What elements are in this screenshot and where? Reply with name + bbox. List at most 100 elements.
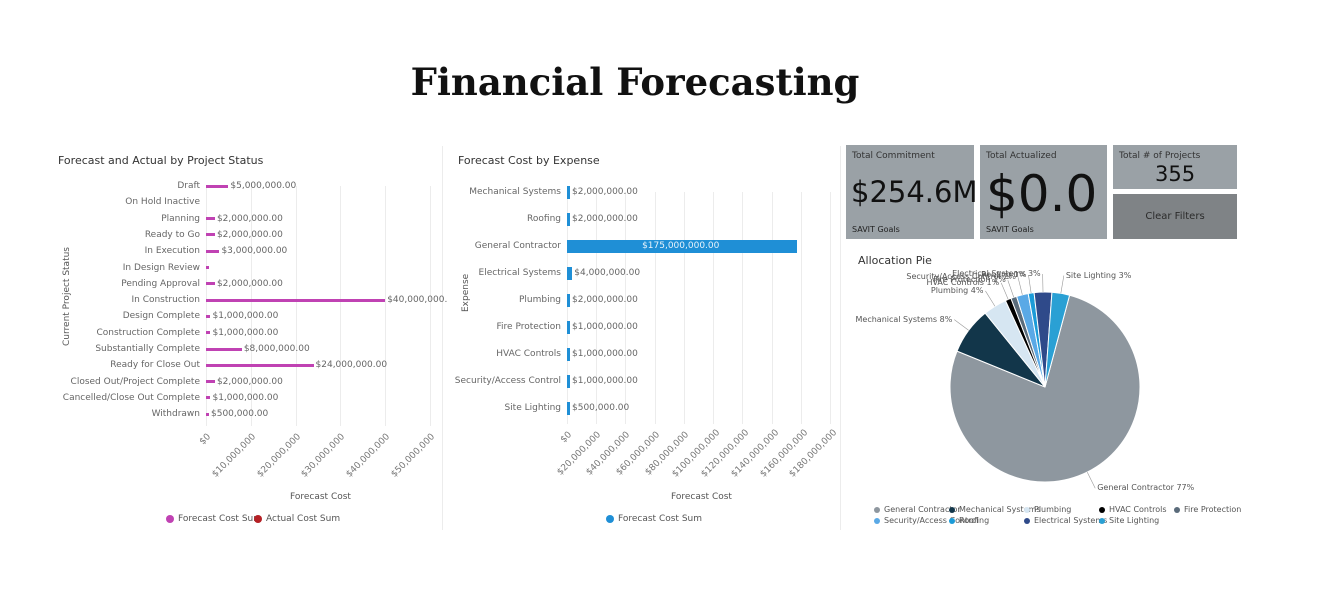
legend-item-forecast[interactable]: Forecast Cost Sum <box>606 514 702 524</box>
bar-forecast[interactable] <box>206 331 211 335</box>
category-label: Pending Approval <box>121 278 200 289</box>
data-label: $500,000.00 <box>211 409 269 420</box>
data-label: $1,000,000.00 <box>572 349 638 359</box>
pie-leader-line <box>1000 282 1009 300</box>
gridline <box>683 192 685 424</box>
legend-label: Actual Cost Sum <box>266 514 341 524</box>
bar-forecast[interactable] <box>567 212 570 226</box>
pie-slice-label: General Contractor 77% <box>1097 483 1195 493</box>
legend-item[interactable]: Plumbing <box>1024 505 1071 514</box>
bar-forecast[interactable] <box>567 347 570 361</box>
gridline <box>625 192 627 424</box>
kpi-sub: SAVIT Goals <box>852 225 900 234</box>
pie-leader-line <box>1017 277 1023 295</box>
legend-label: Security/Access Control <box>884 516 979 525</box>
bar-forecast[interactable] <box>206 347 242 351</box>
bar-forecast[interactable] <box>206 282 215 286</box>
bar-forecast[interactable] <box>206 380 215 384</box>
bar-forecast[interactable] <box>206 266 209 269</box>
gridline <box>596 192 598 424</box>
pie-slice-label: Electrical Systems 3% <box>952 269 1041 279</box>
bar-forecast[interactable] <box>206 233 215 237</box>
bar-forecast[interactable] <box>567 401 570 415</box>
legend-marker <box>1099 506 1105 513</box>
data-label: $2,000,000.00 <box>216 376 283 387</box>
category-label: HVAC Controls <box>496 349 561 359</box>
chart-title: Forecast Cost by Expense <box>458 154 600 167</box>
bar-forecast[interactable] <box>567 239 798 253</box>
legend-marker <box>606 514 614 523</box>
bar-forecast[interactable] <box>206 249 220 253</box>
data-label: $1,000,000.00 <box>212 311 279 322</box>
bar-forecast[interactable] <box>206 298 386 302</box>
category-label: Ready to Go <box>144 229 200 240</box>
category-label: Cancelled/Close Out Complete <box>62 392 200 403</box>
data-label: $2,000,000.00 <box>572 295 638 305</box>
bar-forecast[interactable] <box>567 266 573 280</box>
legend-marker <box>949 506 955 513</box>
legend-item[interactable]: HVAC Controls <box>1099 505 1167 514</box>
pie-slice-label: Fire Protection 1% <box>933 275 1006 285</box>
data-label: $2,000,000.00 <box>572 187 638 197</box>
kpi-total-commitment: Total Commitment $254.6M SAVIT Goals <box>846 145 978 239</box>
legend-item[interactable]: Site Lighting <box>1099 516 1159 525</box>
bar-forecast[interactable] <box>206 184 229 188</box>
data-label: $8,000,000.00 <box>243 344 310 354</box>
kpi-label: Total # of Projects <box>1119 151 1201 161</box>
category-label: Mechanical Systems <box>469 187 561 197</box>
y-axis-title: Current Project Status <box>62 247 72 346</box>
legend-marker <box>874 517 880 524</box>
bar-forecast[interactable] <box>206 314 211 318</box>
category-label: Closed Out/Project Complete <box>70 376 200 387</box>
bar-forecast[interactable] <box>567 320 570 334</box>
legend-marker <box>254 514 262 523</box>
bar-forecast[interactable] <box>206 396 211 400</box>
legend-item-actual[interactable]: Actual Cost Sum <box>254 514 340 524</box>
pie-slice-label: Mechanical Systems 8% <box>855 314 953 324</box>
category-label: Withdrawn <box>151 409 200 420</box>
legend-item[interactable]: Fire Protection <box>1174 505 1241 514</box>
allocation-pie-chart: Allocation Pie General Contractor 77% Mec… <box>846 246 1241 530</box>
x-tick-label: $40,000,000 <box>344 432 393 480</box>
bar-forecast[interactable] <box>567 374 570 388</box>
legend-item[interactable]: Mechanical Systems <box>949 505 1041 514</box>
x-tick-label: $0 <box>197 432 214 448</box>
legend-label: Mechanical Systems <box>959 505 1041 514</box>
legend-item[interactable]: Security/Access Control <box>874 516 978 525</box>
legend-item[interactable]: Roofing <box>949 516 989 525</box>
gridline <box>206 186 207 426</box>
legend-marker <box>1174 506 1180 513</box>
legend-label: Forecast Cost Sum <box>618 514 702 524</box>
category-label: In Execution <box>144 246 200 257</box>
data-label: $2,000,000.00 <box>216 213 283 224</box>
gridline <box>800 192 802 424</box>
category-label: Design Complete <box>122 311 200 322</box>
category-label: Planning <box>161 213 200 224</box>
legend-item-forecast[interactable]: Forecast Cost Sum <box>166 514 262 524</box>
bar-forecast[interactable] <box>567 185 570 199</box>
y-axis-title: Expense <box>461 273 471 312</box>
pie-slice-label: Security/Access Control 2% <box>906 272 1017 282</box>
kpi-sub: SAVIT Goals <box>986 225 1034 234</box>
category-label: Site Lighting <box>504 403 561 413</box>
data-label: $1,000,000.00 <box>572 322 638 332</box>
category-label: Electrical Systems <box>478 268 561 278</box>
legend-label: Plumbing <box>1034 505 1072 514</box>
legend-item[interactable]: General Contractor <box>874 505 961 514</box>
category-label: Security/Access Control <box>454 376 561 386</box>
bar-forecast[interactable] <box>206 412 209 416</box>
bar-forecast[interactable] <box>206 217 215 221</box>
data-label: $2,000,000.00 <box>216 278 283 289</box>
x-tick-label: $20,000,000 <box>255 432 303 480</box>
bar-forecast[interactable] <box>567 293 570 307</box>
pie-leader-line <box>985 290 996 307</box>
legend-label: Roofing <box>959 516 990 525</box>
clear-filters-button[interactable]: Clear Filters <box>1113 194 1237 239</box>
kpi-label: Total Actualized <box>986 151 1057 161</box>
legend-label: Site Lighting <box>1109 516 1160 525</box>
legend-item[interactable]: Electrical Systems <box>1024 516 1107 525</box>
data-label: $2,000,000.00 <box>572 214 638 224</box>
pie-slice[interactable] <box>949 294 1141 483</box>
category-label: On Hold Inactive <box>125 197 200 208</box>
bar-forecast[interactable] <box>206 363 314 367</box>
